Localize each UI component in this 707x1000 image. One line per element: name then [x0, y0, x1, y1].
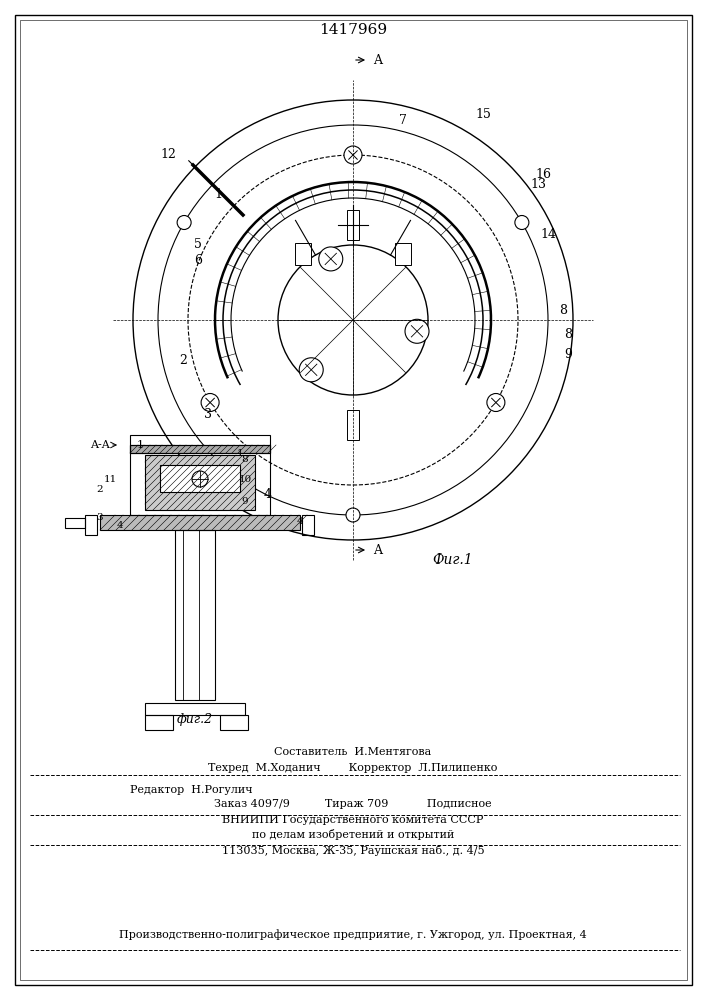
Text: Техред  М.Ходанич        Корректор  Л.Пилипенко: Техред М.Ходанич Корректор Л.Пилипенко — [209, 763, 498, 773]
Bar — [175, 530, 215, 700]
Text: 7: 7 — [399, 113, 407, 126]
Text: 13: 13 — [530, 178, 546, 192]
Text: 9: 9 — [564, 349, 572, 361]
Text: 9: 9 — [242, 497, 248, 506]
Bar — [65, 518, 85, 528]
Bar — [145, 455, 255, 510]
Bar — [302, 515, 314, 535]
Bar — [130, 445, 270, 515]
Bar — [160, 465, 240, 492]
Text: 8: 8 — [242, 456, 248, 464]
Text: 3: 3 — [97, 512, 103, 522]
Bar — [145, 703, 245, 715]
Text: Редактор  Н.Рогулич: Редактор Н.Рогулич — [130, 785, 252, 795]
Text: Заказ 4097/9          Тираж 709           Подписное: Заказ 4097/9 Тираж 709 Подписное — [214, 799, 492, 809]
Text: 8: 8 — [559, 304, 567, 316]
Text: фиг.2: фиг.2 — [177, 714, 213, 726]
Circle shape — [346, 508, 360, 522]
Circle shape — [487, 394, 505, 412]
Text: по делам изобретений и открытий: по делам изобретений и открытий — [252, 830, 454, 840]
Text: 1: 1 — [136, 440, 144, 450]
Text: 2: 2 — [97, 486, 103, 494]
Bar — [347, 210, 359, 240]
Text: 14: 14 — [540, 229, 556, 241]
Text: 2: 2 — [179, 354, 187, 366]
Text: 4: 4 — [297, 518, 303, 526]
Text: 10: 10 — [238, 476, 252, 485]
Bar — [347, 410, 359, 440]
Text: Составитель  И.Ментягова: Составитель И.Ментягова — [274, 747, 432, 757]
Circle shape — [177, 216, 191, 230]
Bar — [145, 715, 173, 730]
Bar — [130, 435, 270, 453]
Bar — [220, 715, 248, 730]
Circle shape — [319, 247, 343, 271]
Circle shape — [299, 358, 323, 382]
Text: 113035, Москва, Ж-35, Раушская наб., д. 4/5: 113035, Москва, Ж-35, Раушская наб., д. … — [222, 844, 484, 856]
Text: A: A — [373, 544, 382, 556]
Circle shape — [515, 216, 529, 230]
Bar — [85, 515, 97, 535]
Text: 1: 1 — [237, 448, 243, 458]
Text: 1417969: 1417969 — [319, 23, 387, 37]
Circle shape — [192, 471, 208, 487]
Bar — [130, 445, 270, 453]
Text: 5: 5 — [194, 238, 202, 251]
Bar — [100, 515, 300, 530]
Text: 11: 11 — [103, 476, 117, 485]
Circle shape — [344, 146, 362, 164]
Text: ВНИИПИ Государственного комитета СССР: ВНИИПИ Государственного комитета СССР — [222, 815, 484, 825]
Text: 6: 6 — [194, 253, 202, 266]
Bar — [395, 243, 411, 265]
Text: Производственно-полиграфическое предприятие, г. Ужгород, ул. Проектная, 4: Производственно-полиграфическое предприя… — [119, 930, 587, 940]
Text: Фиг.1: Фиг.1 — [433, 553, 473, 567]
Text: 8: 8 — [564, 328, 572, 342]
Text: 12: 12 — [160, 148, 176, 161]
Text: 4: 4 — [117, 520, 123, 530]
Text: A: A — [373, 53, 382, 66]
Text: A-A: A-A — [90, 440, 110, 450]
Text: 16: 16 — [535, 168, 551, 182]
Text: 15: 15 — [475, 108, 491, 121]
Text: 3: 3 — [204, 408, 212, 422]
Circle shape — [405, 319, 429, 343]
Text: 4: 4 — [264, 488, 272, 502]
Text: 1: 1 — [214, 188, 222, 202]
Circle shape — [201, 393, 219, 412]
Bar — [295, 243, 311, 265]
